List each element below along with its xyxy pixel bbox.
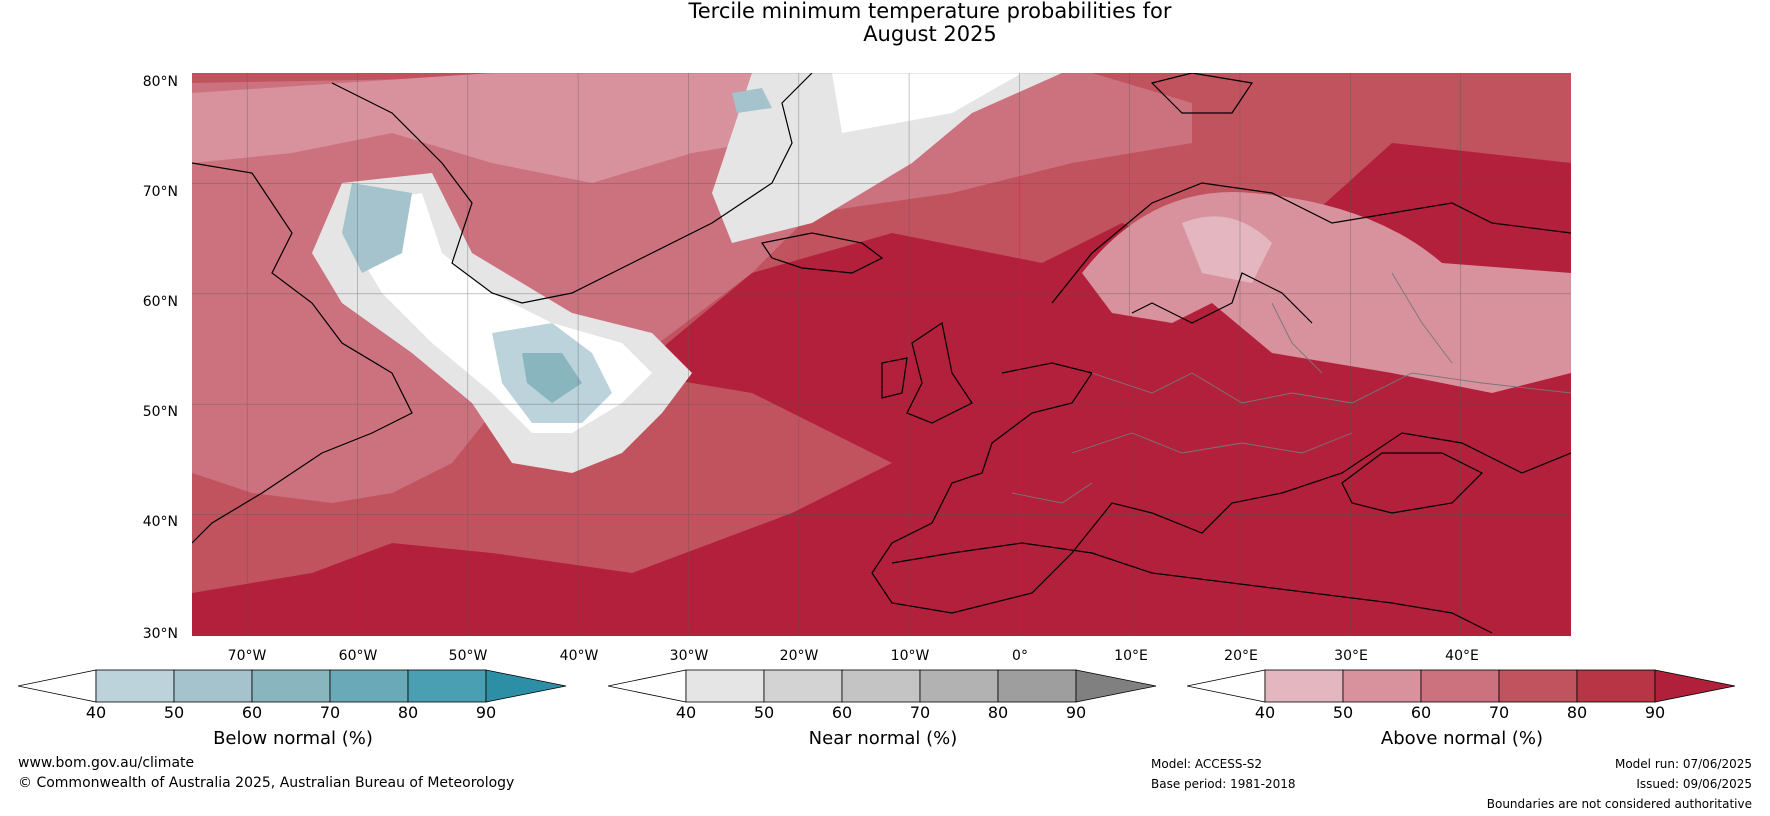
ireland-coast [881, 357, 908, 399]
colorbar-above-normal-swatches [1187, 669, 1736, 703]
region-above-60 [192, 73, 1192, 503]
footer-base-period: Base period: 1981-2018 [1151, 777, 1296, 791]
map-canvas [192, 73, 1571, 636]
region-near-normal-greenland-sea [712, 73, 1062, 243]
graticule [192, 73, 1571, 636]
map-title: Tercile minimum temperature probabilitie… [0, 0, 1770, 46]
map-title-line1: Tercile minimum temperature probabilitie… [688, 0, 1172, 23]
iceland-coast [761, 232, 884, 274]
colorbar-near-tick-50: 50 [753, 703, 775, 722]
colorbar-near-tick-60: 60 [831, 703, 853, 722]
colorbar-near-tick-40: 40 [675, 703, 697, 722]
lat-label-70: 70°N [142, 184, 178, 200]
svalbard-coast [1150, 73, 1254, 114]
colorbar-above-tick-70: 70 [1488, 703, 1510, 722]
lon-label-20w: 20°W [779, 648, 819, 664]
colorbar-below-tick-40: 40 [85, 703, 107, 722]
colorbar-near-tick-80: 80 [987, 703, 1009, 722]
footer-model: Model: ACCESS-S2 [1151, 757, 1263, 771]
footer-disclaimer: Boundaries are not considered authoritat… [1486, 797, 1752, 811]
lon-label-40w: 40°W [559, 648, 599, 664]
lon-label-0: 0° [1012, 648, 1028, 664]
country-borders [1011, 272, 1571, 504]
colorbar-below-label: Below normal (%) [213, 728, 373, 749]
region-below-normal-3 [342, 183, 412, 273]
canada-coast [192, 162, 413, 544]
lat-label-60: 60°N [142, 294, 178, 310]
lon-label-10e: 10°E [1114, 648, 1148, 664]
lon-label-70w: 70°W [227, 648, 267, 664]
lat-label-40: 40°N [142, 514, 178, 530]
lat-label-80: 80°N [142, 74, 178, 90]
lon-label-30w: 30°W [669, 648, 709, 664]
europe-coast [871, 362, 1571, 614]
colorbar-above-tick-80: 80 [1566, 703, 1588, 722]
colorbar-below-tick-80: 80 [397, 703, 419, 722]
colorbar-below-tick-90: 90 [475, 703, 497, 722]
coastlines [192, 73, 1571, 634]
black-sea-coast [1341, 452, 1484, 514]
map-title-line2: August 2025 [863, 22, 997, 46]
colorbar-below-tick-60: 60 [241, 703, 263, 722]
colorbar-near-label: Near normal (%) [808, 728, 958, 749]
colorbar-above-tick-60: 60 [1410, 703, 1432, 722]
region-below-normal-2 [522, 353, 582, 403]
colorbar-below-tick-70: 70 [319, 703, 341, 722]
lon-label-60w: 60°W [338, 648, 378, 664]
colorbar-near-tick-90: 90 [1065, 703, 1087, 722]
lat-label-30: 30°N [142, 626, 178, 642]
region-below-normal-4 [732, 88, 772, 113]
region-above-40-scandinavia [1182, 216, 1272, 283]
region-near-normal-arctic [832, 73, 1022, 133]
colorbar-below-normal-swatches [18, 669, 567, 703]
footer-issued: Issued: 09/06/2025 [1636, 777, 1752, 791]
lon-label-40e: 40°E [1445, 648, 1479, 664]
colorbar-above-label: Above normal (%) [1380, 728, 1544, 749]
probability-map [192, 73, 1571, 636]
north-africa-coast [891, 542, 1493, 634]
colorbar-above-tick-40: 40 [1254, 703, 1276, 722]
baltic-coast [1131, 272, 1313, 324]
footer-model-run: Model run: 07/06/2025 [1614, 757, 1752, 771]
scandinavia-coast [1051, 182, 1571, 304]
colorbar-near-normal-swatches [608, 669, 1157, 703]
colorbar-above-tick-50: 50 [1332, 703, 1354, 722]
colorbar-near-tick-70: 70 [909, 703, 931, 722]
lon-label-50w: 50°W [448, 648, 488, 664]
british-isles-coast [906, 322, 973, 424]
colorbar-below-tick-50: 50 [163, 703, 185, 722]
footer-copyright: © Commonwealth of Australia 2025, Austra… [18, 775, 515, 791]
lon-label-10w: 10°W [890, 648, 930, 664]
colorbar-above-tick-90: 90 [1644, 703, 1666, 722]
greenland-coast [331, 73, 813, 304]
lon-label-20e: 20°E [1224, 648, 1258, 664]
footer-website: www.bom.gov.au/climate [18, 755, 195, 771]
lat-label-50: 50°N [142, 404, 178, 420]
lon-label-30e: 30°E [1334, 648, 1368, 664]
